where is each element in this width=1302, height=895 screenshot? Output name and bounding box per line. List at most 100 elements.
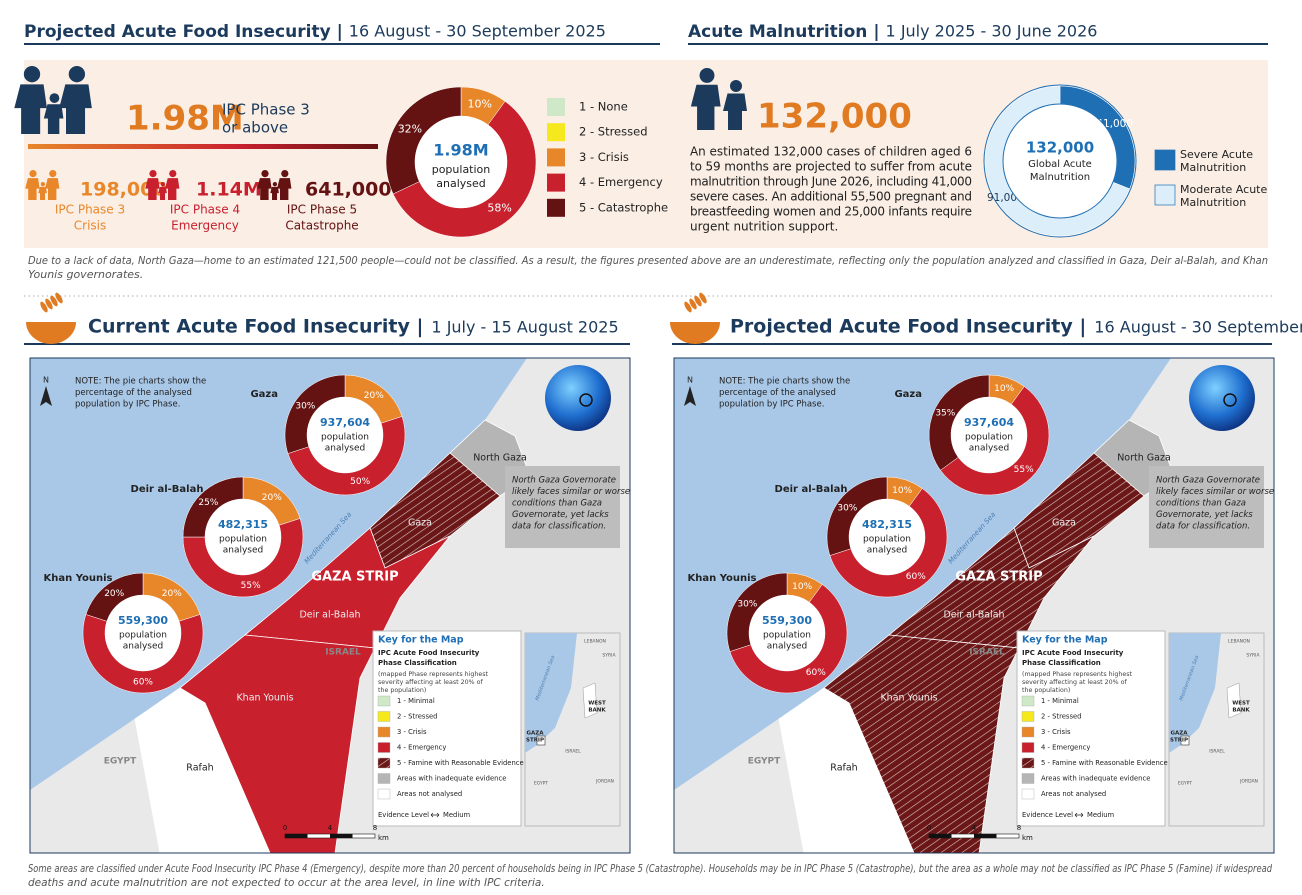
legend-swatch — [547, 198, 565, 217]
legend-label: Moderate Acute — [1180, 183, 1267, 196]
map-note: data for classification. — [512, 522, 606, 532]
icon-part — [29, 170, 37, 178]
key-swatch — [1021, 695, 1035, 707]
icon-part — [45, 298, 53, 310]
donut-center-label: population — [863, 535, 911, 545]
donut-center-label: population — [219, 535, 267, 545]
phase-label: IPC Phase 5 — [287, 203, 357, 217]
legend-swatch — [547, 173, 565, 192]
footnote: Due to a lack of data, North Gaza—home t… — [28, 254, 1268, 267]
map-note: conditions than Gaza — [512, 499, 602, 509]
donut-center-label: population — [965, 433, 1013, 443]
donut-hole — [849, 499, 925, 575]
inset-label: JORDAN — [1239, 779, 1258, 785]
inset-label: EGYPT — [534, 781, 549, 787]
icon-part — [158, 186, 167, 200]
area-label: Deir al-Balah — [299, 610, 360, 621]
note-box — [505, 466, 620, 548]
globe — [1189, 365, 1255, 431]
headline-value: 1.98M — [126, 99, 244, 139]
donut-outline — [983, 84, 1137, 238]
map-note: conditions than Gaza — [1156, 499, 1246, 509]
key-swatch — [377, 773, 391, 784]
donut-value-label: 10% — [994, 384, 1014, 394]
inset-label: GAZA — [526, 731, 544, 737]
inset-label: BANK — [588, 708, 606, 714]
icon-part — [699, 68, 715, 83]
icon-part — [730, 80, 742, 92]
map-note: Governorate, yet lacks — [1156, 510, 1253, 520]
key-label: 1 - Minimal — [397, 697, 435, 705]
section-period: 1 July 2025 - 30 June 2026 — [886, 22, 1098, 41]
donut-value-label: 60% — [806, 668, 826, 678]
governorate-name: Gaza — [250, 389, 278, 400]
donut-value-label: 10% — [892, 486, 912, 496]
scale-unit: km — [1022, 834, 1033, 842]
north-arrow — [684, 386, 696, 406]
icon-part — [43, 104, 64, 134]
icon-part — [14, 84, 47, 134]
footnote: Some areas are classified under Acute Fo… — [28, 863, 1272, 875]
governorate-name: Gaza — [894, 389, 922, 400]
map-note: NOTE: The pie charts show the — [75, 377, 206, 387]
place-label: GAZA STRIP — [955, 570, 1042, 585]
inset-sea — [525, 633, 577, 753]
area-label: Khan Younis — [880, 693, 937, 704]
key-swatch — [377, 757, 391, 769]
donut-center-label: population — [119, 631, 167, 641]
phase-name: Crisis — [74, 219, 106, 233]
bowl-icon — [670, 292, 720, 344]
description-line: to 59 months are projected to suffer fro… — [690, 160, 972, 174]
icon-part — [261, 170, 269, 178]
key-swatch — [1021, 773, 1035, 784]
legend-label: 5 - Catastrophe — [579, 200, 668, 214]
donut-value-label: 10% — [467, 97, 491, 110]
scale-label: 8 — [373, 824, 377, 832]
section-period: 1 July - 15 August 2025 — [431, 318, 618, 337]
icon-part — [690, 84, 721, 130]
map-note: likely faces similar or worse — [1156, 487, 1274, 497]
map-note: likely faces similar or worse — [512, 487, 630, 497]
donut-value-label: 55% — [241, 581, 261, 591]
icon-part — [50, 295, 58, 307]
donut-center-label: population — [321, 433, 369, 443]
donut-value-label: 55% — [1014, 465, 1034, 475]
donut-hole — [205, 499, 281, 575]
donut-center-value: 482,315 — [862, 518, 912, 531]
icon-part — [25, 178, 40, 200]
donut-center-label: population — [432, 163, 491, 176]
key-title: Key for the Map — [378, 635, 464, 646]
place-label: ISRAEL — [969, 648, 1005, 658]
key-subheading: the population) — [1022, 687, 1070, 694]
area-label: Gaza — [408, 518, 432, 529]
map-body: North Gaza Gaza Deir al-Balah Khan Younis Ra… — [30, 358, 630, 853]
icon-part — [55, 292, 63, 304]
key-label: 4 - Emergency — [1041, 744, 1090, 752]
section-period: 16 August - 30 September 2025 — [1094, 318, 1302, 337]
key-label: 3 - Crisis — [397, 728, 427, 736]
icon-part — [169, 170, 177, 178]
donut-value-label: 35% — [935, 408, 955, 418]
donut-center-label: analysed — [325, 444, 366, 454]
key-label: 1 - Minimal — [1041, 697, 1079, 705]
donut-hole — [415, 116, 507, 208]
icon-part — [59, 84, 92, 134]
area — [134, 687, 271, 853]
icon-part — [272, 182, 278, 187]
key-box — [372, 630, 522, 827]
donut-hole — [749, 595, 825, 671]
globe-marker — [579, 393, 593, 407]
scale-label: 8 — [1017, 824, 1021, 832]
globe-marker — [1223, 393, 1237, 407]
evidence-arrow — [430, 812, 440, 818]
key-subheading: (mapped Phase represents highest — [378, 671, 489, 678]
key-swatch — [377, 695, 391, 707]
key-label: 5 - Famine with Reasonable Evidence — [1041, 759, 1168, 767]
area — [778, 687, 915, 853]
key-label: Areas not analysed — [397, 790, 462, 798]
icon-part — [257, 178, 272, 200]
